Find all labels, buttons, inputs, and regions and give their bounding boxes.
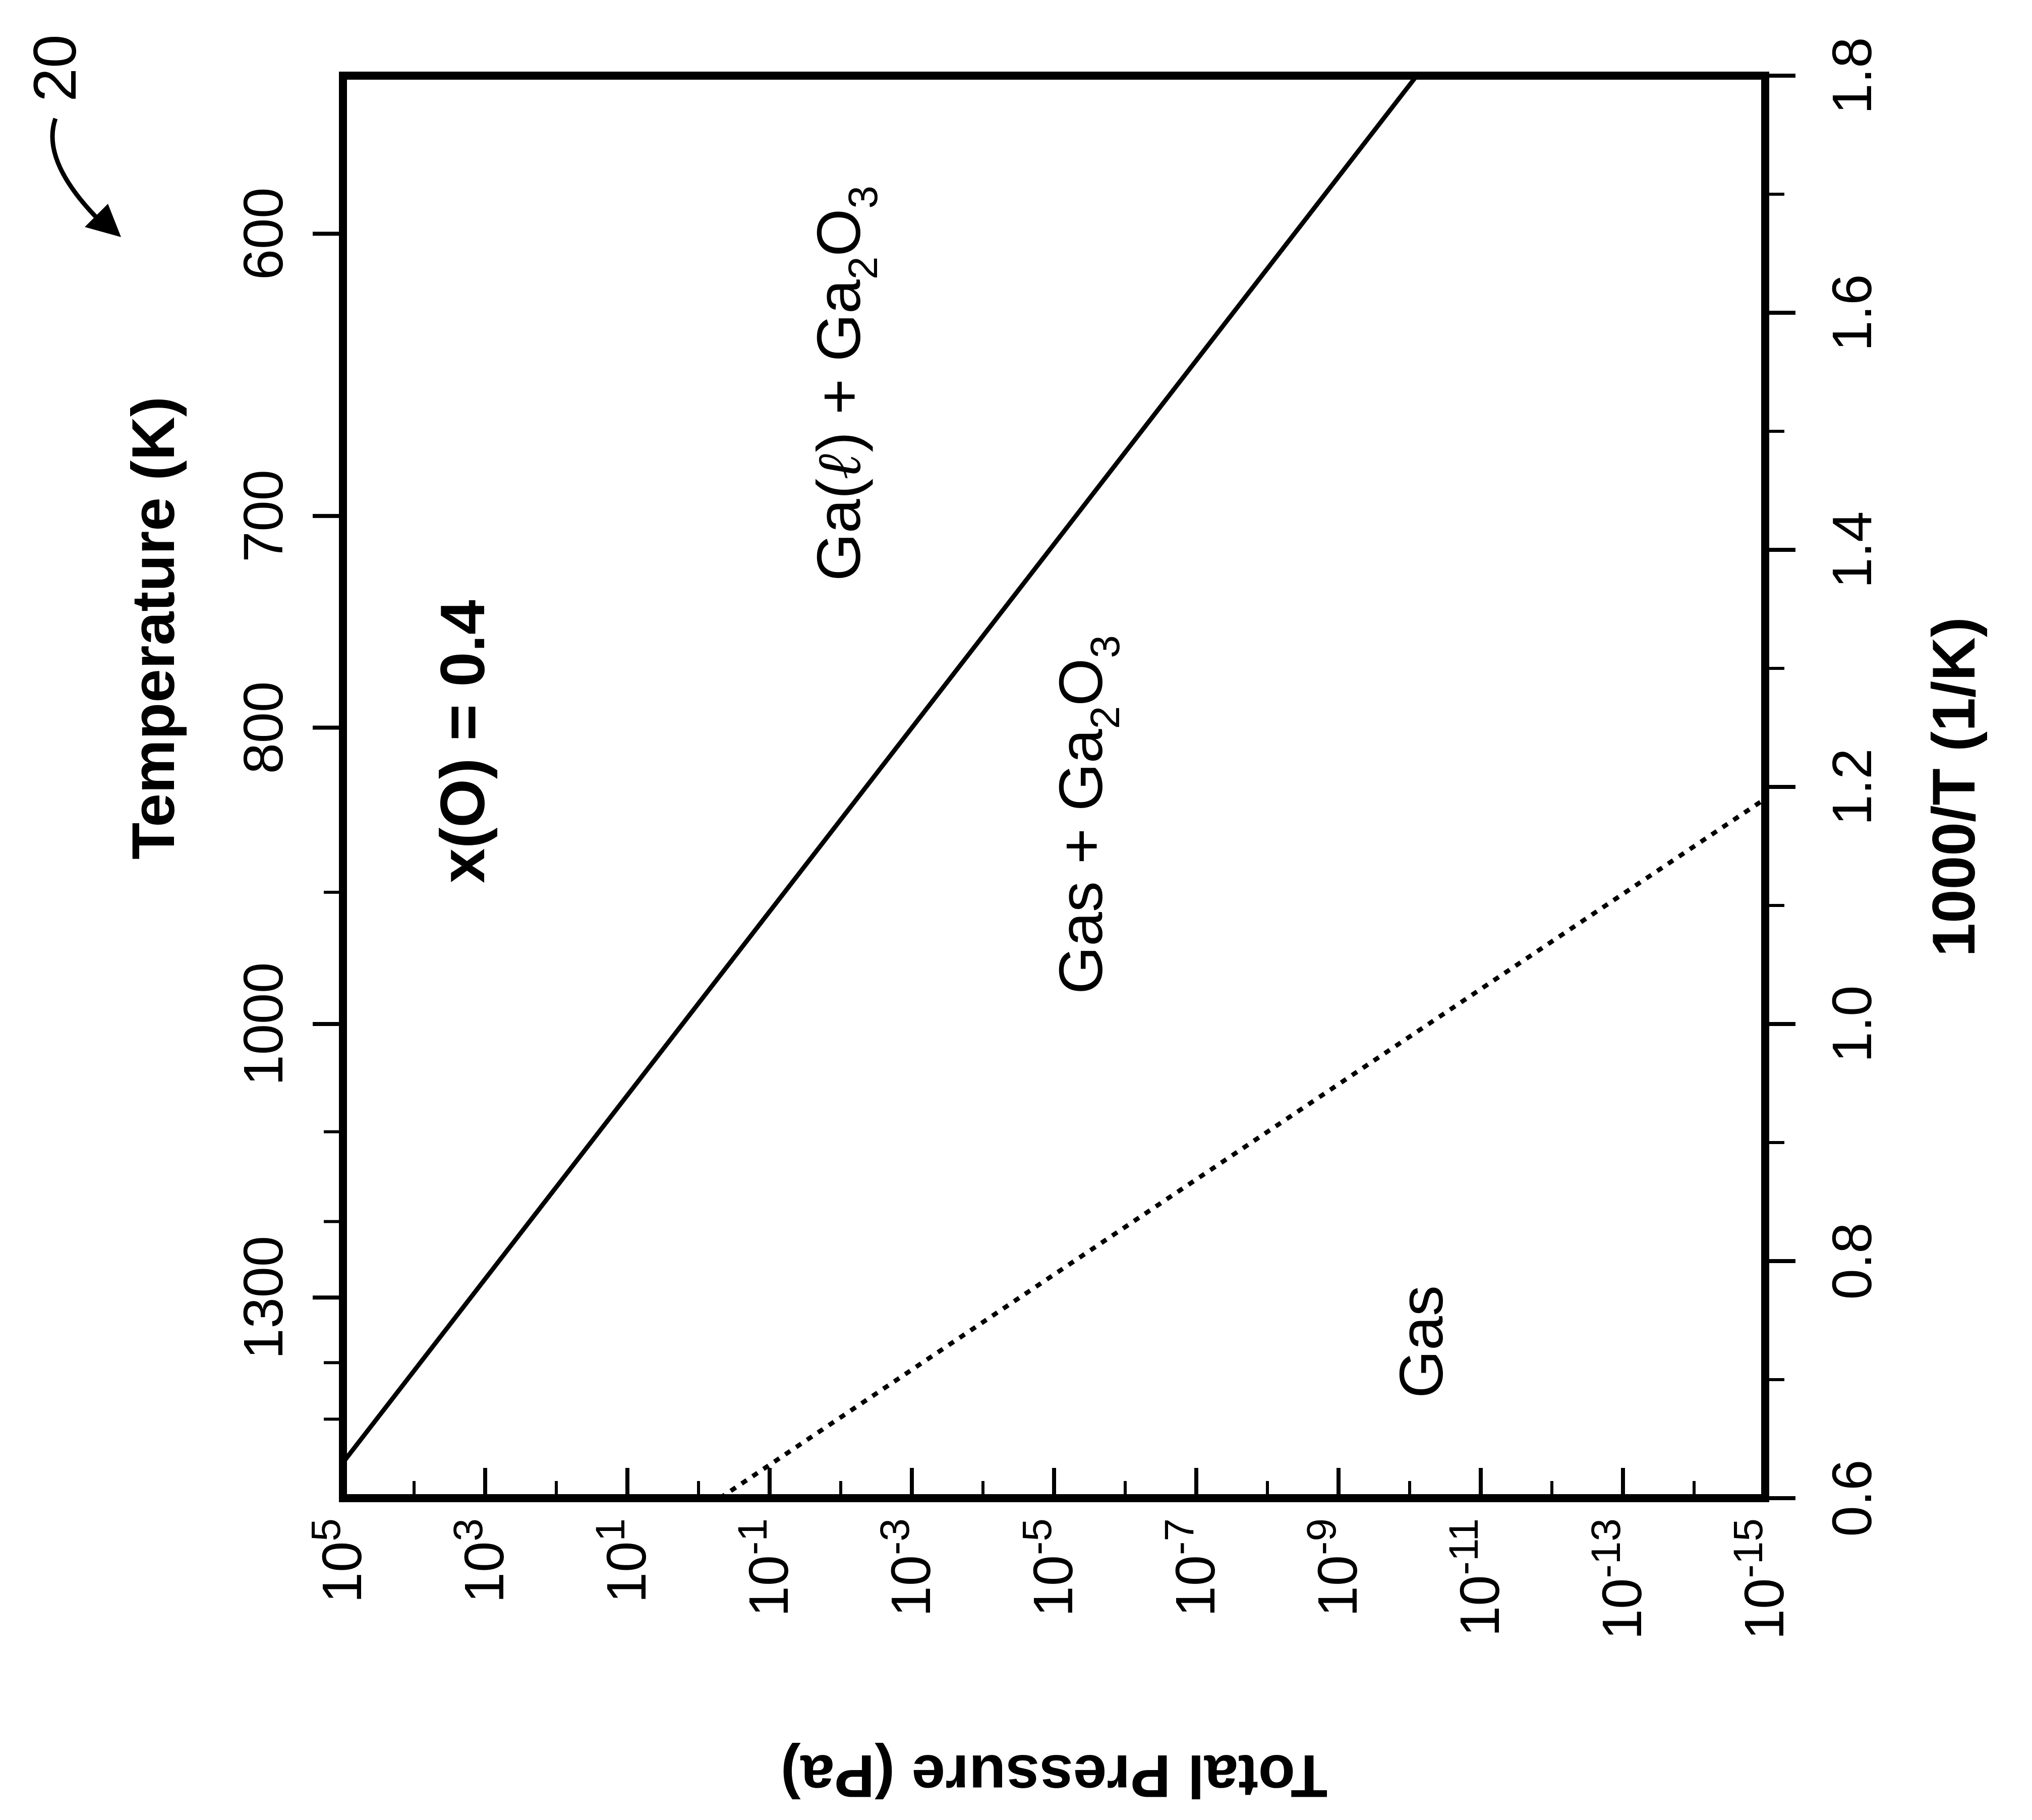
tick-group — [313, 74, 1795, 1500]
pressure-axis-title: Total Pressure (Pa) — [781, 1742, 1328, 1810]
temperature-tick-label: 1000 — [233, 962, 295, 1086]
figure-number-arrow — [50, 118, 103, 224]
pressure-tick-label: 10-9 — [1299, 1518, 1369, 1617]
series-group — [341, 74, 1767, 1500]
pressure-tick-label: 10-15 — [1725, 1518, 1795, 1640]
pressure-tick-label: 10-13 — [1583, 1518, 1653, 1640]
condensed-boundary-solid-line — [341, 74, 1419, 1464]
pressure-tick-label: 10-3 — [872, 1518, 942, 1617]
region-label-liquid-ga2o3: Ga(ℓ) + Ga2O3 — [802, 186, 886, 581]
pressure-tick-label: 10-1 — [730, 1518, 800, 1617]
temperature-tick-label: 700 — [233, 470, 295, 562]
pressure-tick-label: 103 — [445, 1518, 515, 1603]
inverse-temp-tick-label: 1.2 — [1821, 749, 1883, 826]
pressure-tick-label: 10-11 — [1441, 1518, 1511, 1637]
pressure-tick-label: 10-5 — [1014, 1518, 1084, 1617]
inverse-temp-tick-label: 1.8 — [1821, 37, 1883, 115]
region-label-gas: Gas — [1387, 1285, 1456, 1398]
gas-boundary-dotted-line — [718, 797, 1767, 1500]
figure-number-arrowhead — [85, 204, 121, 237]
pressure-tick-label: 101 — [588, 1518, 658, 1603]
pressure-tick-label: 10-7 — [1156, 1518, 1227, 1617]
inverse-temp-tick-label: 0.6 — [1821, 1460, 1883, 1537]
inverse-temp-tick-label: 1.4 — [1821, 511, 1883, 589]
region-label-gas-ga2o3: Gas + Ga2O3 — [1047, 635, 1128, 994]
inverse-temp-tick-label: 0.8 — [1821, 1223, 1883, 1300]
composition-annotation: x(O) = 0.4 — [428, 600, 498, 883]
temperature-tick-label: 800 — [233, 681, 295, 774]
temperature-tick-label: 1300 — [233, 1236, 295, 1359]
inverse-temp-tick-label: 1.0 — [1821, 986, 1883, 1063]
figure-number-label: 20 — [21, 34, 89, 101]
label-group: 105 103 101 10-1 10-3 10-5 10-7 10-9 10-11 10-13 1… — [21, 34, 1988, 1810]
pressure-tick-label: 105 — [303, 1518, 373, 1603]
inverse-temp-axis-title: 1000/T (1/K) — [1920, 617, 1988, 957]
temperature-axis-title: Temperature (K) — [120, 396, 187, 860]
temperature-tick-label: 600 — [233, 188, 295, 280]
inverse-temp-tick-label: 1.6 — [1821, 274, 1883, 352]
